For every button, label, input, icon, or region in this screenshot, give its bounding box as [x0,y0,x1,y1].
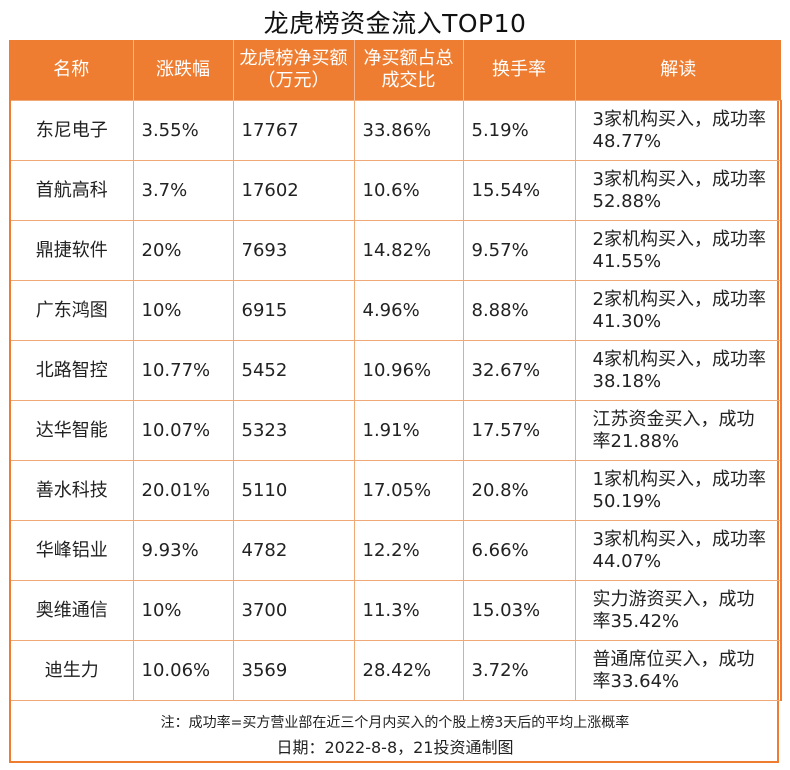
capital-inflow-table: 名称 涨跌幅 龙虎榜净买额（万元） 净买额占总成交比 换手率 解读 东尼电子 3… [9,40,782,701]
header-net-buy: 龙虎榜净买额（万元） [232,40,354,101]
cell-turnover: 9.57% [462,220,576,281]
cell-name: 奥维通信 [9,580,134,641]
cell-turnover: 32.67% [462,340,576,401]
cell-name: 迪生力 [9,640,134,701]
cell-interpretation: 3家机构买入，成功率48.77% [574,100,782,161]
page-title: 龙虎榜资金流入TOP10 [263,9,527,38]
cell-net-buy-ratio: 11.3% [353,580,464,641]
cell-interpretation: 2家机构买入，成功率41.30% [574,280,782,341]
cell-net-buy-ratio: 10.96% [353,340,464,401]
cell-change: 9.93% [132,520,234,581]
cell-net-buy-ratio: 12.2% [353,520,464,581]
cell-change: 20% [132,220,234,281]
cell-change: 20.01% [132,460,234,521]
cell-name: 善水科技 [9,460,134,521]
cell-net-buy-ratio: 4.96% [353,280,464,341]
cell-net-buy: 7693 [232,220,355,281]
cell-net-buy-ratio: 10.6% [353,160,464,221]
cell-interpretation: 江苏资金买入，成功率21.88% [574,400,782,461]
cell-net-buy-ratio: 1.91% [353,400,464,461]
cell-change: 10% [132,580,234,641]
header-net-buy-ratio: 净买额占总成交比 [353,40,463,101]
cell-net-buy-ratio: 17.05% [353,460,464,521]
cell-turnover: 6.66% [462,520,576,581]
table-row: 华峰铝业 9.93% 4782 12.2% 6.66% 3家机构买入，成功率44… [9,520,782,581]
table-header-row: 名称 涨跌幅 龙虎榜净买额（万元） 净买额占总成交比 换手率 解读 [10,40,781,101]
cell-net-buy: 17602 [232,160,355,221]
table-row: 奥维通信 10% 3700 11.3% 15.03% 实力游资买入，成功率35.… [9,580,782,641]
cell-net-buy: 17767 [232,100,355,161]
cell-interpretation: 1家机构买入，成功率50.19% [574,460,782,521]
cell-name: 鼎捷软件 [9,220,134,281]
cell-interpretation: 普通席位买入，成功率33.64% [574,640,782,701]
cell-turnover: 15.54% [462,160,576,221]
cell-name: 东尼电子 [9,100,134,161]
cell-name: 广东鸿图 [9,280,134,341]
cell-change: 10.07% [132,400,234,461]
footnote: 注：成功率=买方营业部在近三个月内买入的个股上榜3天后的平均上涨概率 [160,715,630,731]
cell-change: 3.7% [132,160,234,221]
table-row: 首航高科 3.7% 17602 10.6% 15.54% 3家机构买入，成功率5… [9,160,782,221]
cell-turnover: 3.72% [462,640,576,701]
cell-name: 首航高科 [9,160,134,221]
cell-interpretation: 实力游资买入，成功率35.42% [574,580,782,641]
cell-name: 华峰铝业 [9,520,134,581]
cell-net-buy: 3700 [232,580,355,641]
cell-turnover: 20.8% [462,460,576,521]
cell-change: 10.77% [132,340,234,401]
cell-interpretation: 4家机构买入，成功率38.18% [574,340,782,401]
cell-turnover: 17.57% [462,400,576,461]
table-row: 鼎捷软件 20% 7693 14.82% 9.57% 2家机构买入，成功率41.… [9,220,782,281]
header-interpretation: 解读 [574,40,781,101]
cell-net-buy: 6915 [232,280,355,341]
cell-net-buy-ratio: 33.86% [353,100,464,161]
cell-interpretation: 3家机构买入，成功率52.88% [574,160,782,221]
table-row: 善水科技 20.01% 5110 17.05% 20.8% 1家机构买入，成功率… [9,460,782,521]
cell-net-buy-ratio: 28.42% [353,640,464,701]
cell-net-buy: 5110 [232,460,355,521]
header-name: 名称 [10,40,133,101]
cell-net-buy: 5452 [232,340,355,401]
header-change: 涨跌幅 [132,40,233,101]
cell-turnover: 5.19% [462,100,576,161]
cell-change: 10% [132,280,234,341]
cell-net-buy-ratio: 14.82% [353,220,464,281]
table-row: 东尼电子 3.55% 17767 33.86% 5.19% 3家机构买入，成功率… [9,100,782,161]
cell-turnover: 8.88% [462,280,576,341]
cell-name: 北路智控 [9,340,134,401]
header-turnover: 换手率 [462,40,575,101]
cell-change: 10.06% [132,640,234,701]
table-row: 达华智能 10.07% 5323 1.91% 17.57% 江苏资金买入，成功率… [9,400,782,461]
cell-net-buy: 4782 [232,520,355,581]
table-row: 广东鸿图 10% 6915 4.96% 8.88% 2家机构买入，成功率41.3… [9,280,782,341]
cell-turnover: 15.03% [462,580,576,641]
cell-interpretation: 2家机构买入，成功率41.55% [574,220,782,281]
cell-interpretation: 3家机构买入，成功率44.07% [574,520,782,581]
cell-net-buy: 5323 [232,400,355,461]
table-row: 迪生力 10.06% 3569 28.42% 3.72% 普通席位买入，成功率3… [9,640,782,701]
date-credit: 日期：2022-8-8，21投资通制图 [276,738,514,757]
cell-change: 3.55% [132,100,234,161]
cell-net-buy: 3569 [232,640,355,701]
cell-name: 达华智能 [9,400,134,461]
table-row: 北路智控 10.77% 5452 10.96% 32.67% 4家机构买入，成功… [9,340,782,401]
